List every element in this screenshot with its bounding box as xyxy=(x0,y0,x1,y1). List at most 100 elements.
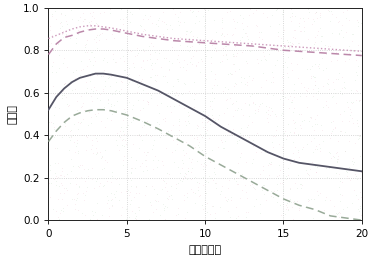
Point xyxy=(340,10,346,15)
Point xyxy=(246,114,252,118)
Point xyxy=(305,86,311,90)
Point xyxy=(56,217,62,221)
Point xyxy=(283,174,289,178)
Point xyxy=(164,80,170,84)
Point xyxy=(158,100,164,105)
Point xyxy=(225,130,231,134)
Point xyxy=(270,145,276,149)
Point xyxy=(108,118,114,122)
Point xyxy=(314,165,320,169)
Point xyxy=(232,108,238,112)
Point xyxy=(122,138,128,142)
Point xyxy=(240,177,246,181)
Point xyxy=(254,24,260,28)
Point xyxy=(310,87,316,91)
Point xyxy=(67,138,73,142)
Point xyxy=(342,130,348,134)
Point xyxy=(57,173,63,177)
Point xyxy=(127,202,133,206)
Point xyxy=(317,39,323,43)
Point xyxy=(57,25,63,30)
Point xyxy=(327,19,333,23)
Point xyxy=(222,139,228,143)
Point xyxy=(91,133,97,137)
Point xyxy=(129,106,135,111)
Point xyxy=(192,200,198,205)
Point xyxy=(164,205,170,210)
Point xyxy=(218,189,224,193)
Point xyxy=(337,112,343,117)
Point xyxy=(282,45,288,49)
Point xyxy=(191,80,197,84)
Point xyxy=(147,125,153,129)
Point xyxy=(70,133,76,137)
Point xyxy=(347,113,353,117)
Point xyxy=(75,28,81,33)
Point xyxy=(234,20,240,24)
Point xyxy=(300,119,305,124)
Point xyxy=(196,194,202,198)
Point xyxy=(245,102,251,106)
Point xyxy=(182,119,188,124)
Point xyxy=(269,189,275,193)
Point xyxy=(163,35,169,39)
Point xyxy=(181,174,187,178)
Point xyxy=(268,162,274,166)
Point xyxy=(284,205,290,209)
Point xyxy=(175,19,181,23)
Point xyxy=(225,185,231,190)
Point xyxy=(308,76,314,80)
Point xyxy=(90,151,96,155)
Point xyxy=(258,150,264,154)
Point xyxy=(191,97,197,101)
Point xyxy=(82,179,88,183)
Point xyxy=(175,77,181,81)
Point xyxy=(239,21,245,25)
Point xyxy=(274,57,280,62)
Point xyxy=(176,123,182,127)
Point xyxy=(250,91,256,96)
Point xyxy=(122,68,128,72)
Point xyxy=(289,100,295,104)
Point xyxy=(301,85,307,89)
Point xyxy=(181,193,187,197)
Point xyxy=(91,186,97,190)
Point xyxy=(213,186,219,191)
Point xyxy=(235,170,241,174)
Point xyxy=(292,126,298,130)
Point xyxy=(52,9,58,13)
Point xyxy=(183,123,189,127)
Point xyxy=(159,159,165,163)
Point xyxy=(286,106,292,110)
Point xyxy=(134,46,140,50)
Point xyxy=(147,75,153,79)
Point xyxy=(312,62,318,66)
Point xyxy=(309,22,315,26)
Point xyxy=(121,75,127,80)
Point xyxy=(253,23,259,27)
Point xyxy=(308,197,314,201)
Point xyxy=(69,197,75,201)
Point xyxy=(295,40,301,45)
Point xyxy=(306,10,312,14)
Point xyxy=(298,29,304,33)
Point xyxy=(240,16,246,20)
Point xyxy=(110,56,116,61)
Point xyxy=(319,34,325,38)
Point xyxy=(335,20,341,25)
Point xyxy=(173,90,179,95)
Point xyxy=(129,12,135,16)
Point xyxy=(170,7,176,11)
Point xyxy=(92,112,98,116)
Point xyxy=(94,46,100,50)
Point xyxy=(169,61,175,65)
Point xyxy=(285,134,291,139)
Point xyxy=(247,218,253,222)
Point xyxy=(246,135,252,139)
Point xyxy=(229,71,235,76)
Point xyxy=(87,217,93,221)
Point xyxy=(271,189,277,193)
Point xyxy=(116,134,122,139)
Point xyxy=(341,109,347,113)
Point xyxy=(94,73,100,77)
